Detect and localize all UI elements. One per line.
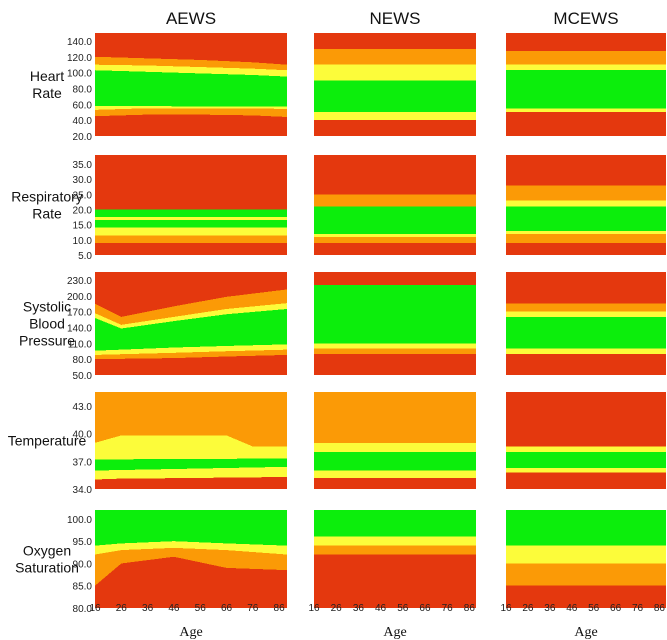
column-title-aews: AEWS — [166, 9, 216, 28]
x-tick-label: 46 — [375, 603, 387, 614]
x-tick-label: 76 — [632, 603, 644, 614]
y-tick-label: 95.0 — [73, 537, 93, 548]
row-label-oxygen_saturation: Oxygen — [23, 543, 71, 559]
y-tick-label: 200.0 — [67, 292, 92, 303]
band-heart_rate-news-red — [314, 33, 476, 49]
x-tick-label: 36 — [142, 603, 154, 614]
y-tick-label: 80.0 — [73, 604, 93, 615]
y-tick-label: 37.0 — [73, 457, 93, 468]
y-tick-label: 110.0 — [68, 339, 93, 350]
band-oxygen_saturation-mcews-green — [506, 510, 666, 546]
column-title-news: NEWS — [370, 9, 421, 28]
band-systolic_bp-aews-red — [95, 272, 287, 317]
x-tick-label: 86 — [274, 603, 286, 614]
x-tick-label: 46 — [168, 603, 180, 614]
band-oxygen_saturation-aews-green — [95, 510, 287, 546]
x-tick-label: 26 — [116, 603, 128, 614]
x-tick-label: 46 — [566, 603, 578, 614]
y-tick-label: 40.0 — [73, 430, 93, 441]
x-tick-label: 86 — [654, 603, 666, 614]
x-tick-label: 36 — [353, 603, 365, 614]
band-heart_rate-mcews-red — [506, 33, 666, 52]
band-temperature-aews-orange — [95, 392, 287, 447]
band-systolic_bp-news-red — [314, 272, 476, 286]
x-tick-label: 66 — [221, 603, 233, 614]
row-label-respiratory_rate: Rate — [32, 206, 62, 222]
band-temperature-mcews-red — [506, 392, 666, 447]
row-label-systolic_bp: Blood — [29, 316, 65, 332]
column-title-mcews: MCEWS — [553, 9, 618, 28]
row-label-temperature: Temperature — [8, 433, 87, 449]
row-label-systolic_bp: Pressure — [19, 333, 75, 349]
y-tick-label: 230.0 — [67, 276, 92, 287]
y-tick-label: 80.0 — [73, 355, 93, 366]
y-tick-label: 30.0 — [73, 175, 93, 186]
y-tick-label: 50.0 — [73, 371, 93, 382]
y-tick-label: 140.0 — [67, 37, 92, 48]
band-heart_rate-aews-red — [95, 33, 287, 65]
row-label-heart_rate: Heart — [30, 68, 64, 84]
x-axis-title: Age — [383, 625, 406, 640]
row-label-heart_rate: Rate — [32, 85, 62, 101]
x-tick-label: 26 — [522, 603, 534, 614]
x-tick-label: 56 — [397, 603, 409, 614]
y-tick-label: 34.0 — [73, 485, 93, 496]
y-tick-label: 90.0 — [73, 559, 93, 570]
y-tick-label: 20.0 — [73, 206, 93, 217]
x-tick-label: 16 — [500, 603, 512, 614]
y-tick-label: 20.0 — [73, 132, 93, 143]
x-tick-label: 56 — [195, 603, 207, 614]
band-oxygen_saturation-news-green — [314, 510, 476, 537]
row-label-respiratory_rate: Respiratory — [11, 189, 83, 205]
x-tick-label: 76 — [247, 603, 259, 614]
x-axis-title: Age — [574, 625, 597, 640]
band-temperature-news-orange — [314, 392, 476, 443]
y-tick-label: 25.0 — [73, 190, 93, 201]
y-tick-label: 40.0 — [73, 116, 93, 127]
y-tick-label: 170.0 — [67, 308, 92, 319]
y-tick-label: 100.0 — [67, 69, 92, 80]
y-tick-label: 15.0 — [73, 221, 93, 232]
y-tick-label: 80.0 — [73, 84, 93, 95]
x-tick-label: 16 — [89, 603, 101, 614]
x-axis-title: Age — [179, 625, 202, 640]
x-tick-label: 56 — [588, 603, 600, 614]
band-respiratory_rate-news-red — [314, 155, 476, 195]
band-respiratory_rate-mcews-red — [506, 155, 666, 186]
y-tick-label: 43.0 — [73, 402, 93, 413]
x-tick-label: 16 — [308, 603, 320, 614]
y-tick-label: 60.0 — [73, 100, 93, 111]
row-label-oxygen_saturation: Saturation — [15, 560, 79, 576]
y-tick-label: 100.0 — [67, 515, 92, 526]
y-tick-label: 5.0 — [78, 251, 92, 262]
row-label-systolic_bp: Systolic — [23, 299, 71, 315]
y-tick-label: 85.0 — [73, 582, 93, 593]
y-tick-label: 10.0 — [73, 236, 93, 247]
y-tick-label: 120.0 — [67, 53, 92, 64]
y-tick-label: 140.0 — [67, 323, 92, 334]
x-tick-label: 66 — [610, 603, 622, 614]
band-respiratory_rate-aews-red — [95, 155, 287, 210]
x-tick-label: 36 — [544, 603, 556, 614]
x-tick-label: 76 — [442, 603, 454, 614]
x-tick-label: 86 — [464, 603, 476, 614]
y-tick-label: 35.0 — [73, 160, 93, 171]
x-tick-label: 66 — [419, 603, 431, 614]
x-tick-label: 26 — [331, 603, 343, 614]
band-systolic_bp-mcews-red — [506, 272, 666, 304]
band-systolic_bp-news-green — [314, 272, 476, 344]
